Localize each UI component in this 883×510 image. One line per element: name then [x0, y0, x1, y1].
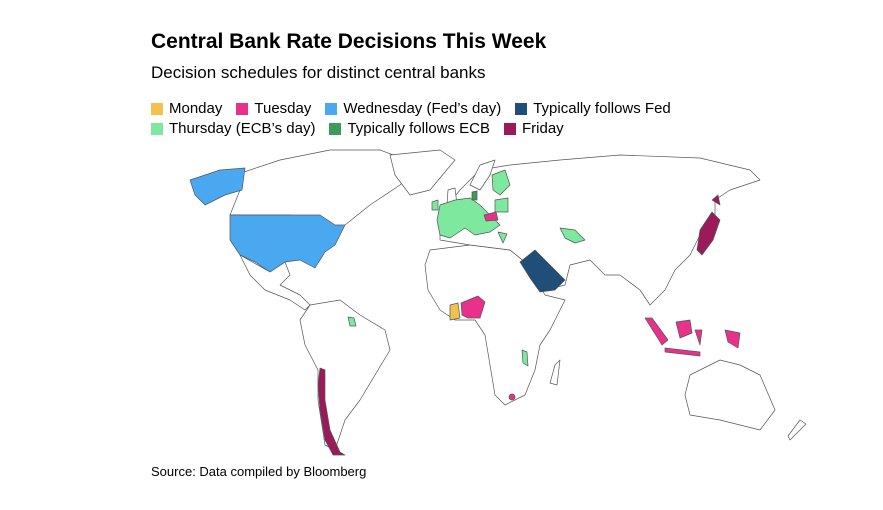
legend-swatch: [151, 123, 163, 135]
country-baltics: [494, 197, 509, 213]
legend-label: Tuesday: [254, 100, 312, 117]
country-indonesia-papua: [724, 329, 741, 349]
country-japan-hokkaido: [711, 194, 721, 206]
legend-swatch: [504, 123, 516, 135]
legend-item-thursday: Thursday (ECB’s day): [151, 119, 315, 139]
country-indonesia-sumatra: [644, 317, 669, 346]
legend-label: Typically follows ECB: [347, 120, 490, 137]
chart-subtitle: Decision schedules for distinct central …: [151, 63, 486, 82]
country-nigeria: [460, 295, 486, 319]
legend-label: Friday: [522, 120, 564, 137]
country-united-states: [229, 214, 346, 273]
legend-swatch: [151, 103, 163, 115]
legend-label: Thursday (ECB’s day): [169, 120, 316, 137]
country-indonesia-sulawesi: [694, 329, 703, 346]
legend-item-follows-ecb: Typically follows ECB: [329, 119, 490, 139]
country-french-guiana: [347, 316, 357, 327]
country-lesotho: [508, 393, 516, 401]
legend-label: Wednesday (Fed’s day): [343, 100, 502, 117]
legend-item-tuesday: Tuesday: [236, 99, 311, 119]
country-malawi: [521, 349, 529, 367]
country-hungary: [483, 211, 499, 222]
country-chile: [317, 367, 346, 456]
chart-title: Central Bank Rate Decisions This Week: [151, 30, 547, 53]
legend-item-follows-fed: Typically follows Fed: [515, 99, 671, 119]
country-alaska: [189, 167, 246, 206]
legend-label: Monday: [169, 100, 223, 117]
legend-item-wednesday: Wednesday (Fed’s day): [325, 99, 501, 119]
legend: Monday Tuesday Wednesday (Fed’s day) Typ…: [151, 99, 711, 139]
legend-swatch: [515, 103, 528, 115]
land-scandinavia: [469, 159, 496, 191]
land-south-america: [299, 299, 391, 451]
land-australia: [684, 359, 776, 431]
land-new-zealand: [787, 419, 807, 441]
legend-swatch: [325, 103, 338, 115]
legend-swatch: [329, 123, 342, 135]
legend-item-friday: Friday: [504, 119, 564, 139]
country-denmark: [471, 190, 478, 201]
country-uzbekistan: [559, 227, 586, 244]
country-finland: [491, 169, 511, 196]
legend-item-monday: Monday: [151, 99, 222, 119]
legend-label: Typically follows Fed: [533, 100, 671, 117]
land-greenland: [389, 149, 456, 196]
legend-swatch: [236, 103, 249, 115]
country-ghana: [449, 302, 461, 321]
source-note: Source: Data compiled by Bloomberg: [151, 464, 367, 479]
country-indonesia-java: [664, 347, 701, 357]
country-japan: [696, 211, 721, 256]
country-saudi-arabia: [519, 249, 566, 293]
region-euro-area: [436, 197, 501, 239]
country-greece: [497, 231, 508, 244]
country-indonesia-borneo: [675, 319, 693, 339]
country-ireland: [431, 199, 439, 211]
land-madagascar: [549, 359, 561, 386]
